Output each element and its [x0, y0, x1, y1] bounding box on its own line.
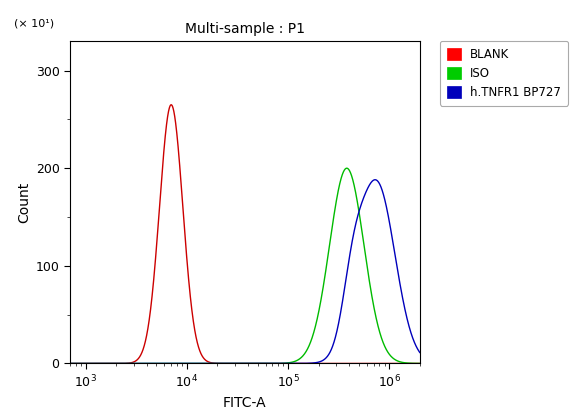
Y-axis label: Count: Count	[17, 182, 31, 223]
Legend: BLANK, ISO, h.TNFR1 BP727: BLANK, ISO, h.TNFR1 BP727	[440, 41, 568, 106]
Title: Multi-sample : P1: Multi-sample : P1	[185, 22, 305, 36]
Text: (× 10¹): (× 10¹)	[14, 19, 54, 28]
X-axis label: FITC-A: FITC-A	[223, 396, 266, 410]
